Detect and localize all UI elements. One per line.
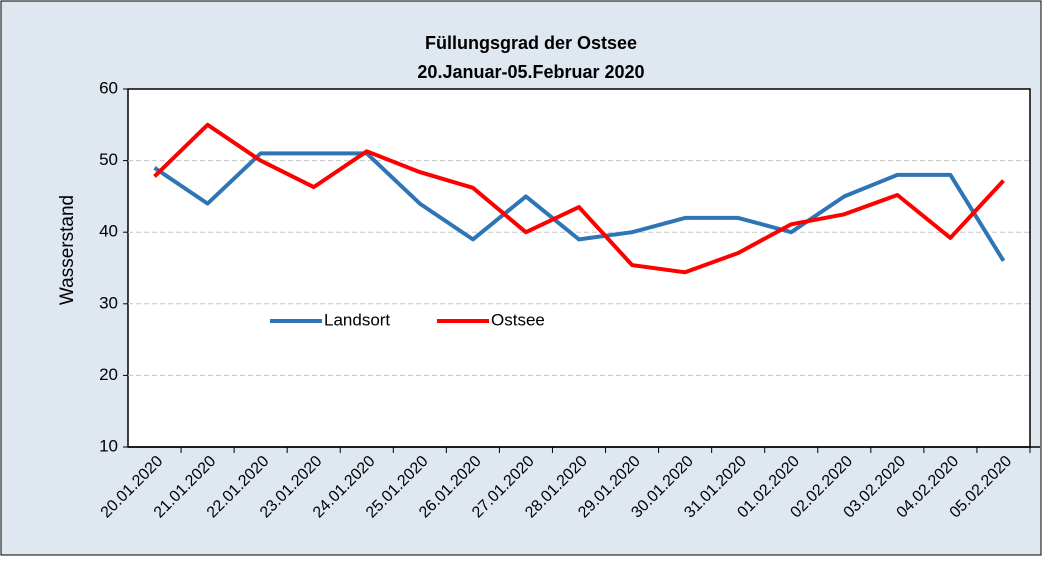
y-tick-label: 20 bbox=[99, 365, 118, 384]
y-tick-label: 30 bbox=[99, 293, 118, 312]
line-series bbox=[153, 122, 1005, 275]
chart-subtitle: 20.Januar-05.Februar 2020 bbox=[417, 62, 644, 82]
line-series bbox=[153, 151, 1006, 262]
chart-title: Füllungsgrad der Ostsee bbox=[425, 33, 637, 53]
legend-label: Ostsee bbox=[491, 310, 545, 329]
y-axis-label: Wasserstand bbox=[57, 195, 78, 305]
legend-label: Landsort bbox=[324, 310, 390, 329]
y-tick-label: 60 bbox=[99, 78, 118, 97]
y-tick-label: 10 bbox=[99, 436, 118, 455]
y-tick-label: 40 bbox=[99, 222, 118, 241]
plot-area bbox=[127, 88, 1031, 448]
y-tick-label: 50 bbox=[99, 150, 118, 169]
